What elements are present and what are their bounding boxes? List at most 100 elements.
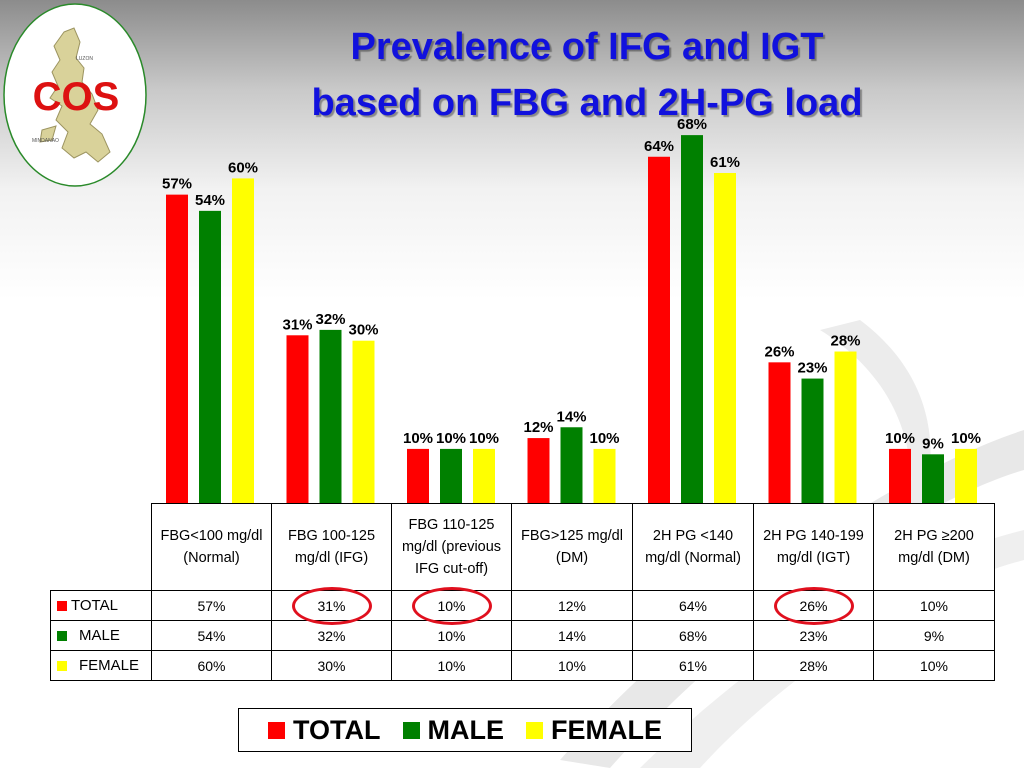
data-label-female-1: 30% bbox=[348, 322, 378, 339]
row-label-female: FEMALE bbox=[79, 657, 140, 674]
legend-label-female: FEMALE bbox=[551, 714, 662, 745]
legend-item-male: MALE bbox=[402, 715, 504, 746]
table-row-female: FEMALE 60% 30% 10% 10% 61% 28% 10% bbox=[50, 650, 995, 681]
category-header-4: 2H PG <140 mg/dl (Normal) bbox=[632, 503, 754, 591]
category-label-line: mg/dl (DM) bbox=[898, 550, 970, 566]
table-cell-male-5: 23% bbox=[753, 620, 874, 651]
legend-swatch-total bbox=[268, 721, 285, 739]
row-header-male: MALE bbox=[50, 620, 152, 651]
category-label-line: mg/dl (IFG) bbox=[294, 550, 369, 566]
table-header-row: FBG<100 mg/dl (Normal) FBG 100-125 mg/dl (I… bbox=[50, 503, 995, 591]
table-cell-male-4: 68% bbox=[632, 620, 754, 651]
data-label-total-4: 64% bbox=[644, 138, 674, 155]
bar-female-0 bbox=[232, 178, 254, 503]
table-corner-cell bbox=[50, 503, 152, 591]
category-label-line: 2H PG <140 bbox=[652, 528, 734, 544]
category-header-2: FBG 110-125 mg/dl (previous IFG cut-off) bbox=[391, 503, 512, 591]
bar-male-5 bbox=[801, 378, 824, 503]
bar-male-4 bbox=[681, 135, 703, 503]
table-cell-female-5: 28% bbox=[753, 650, 874, 681]
table-cell-male-2: 10% bbox=[391, 620, 512, 651]
table-cell-female-4: 61% bbox=[632, 650, 754, 681]
category-label-line: IFG cut-off) bbox=[414, 561, 489, 577]
table-cell-total-0: 57% bbox=[151, 590, 272, 621]
bar-total-0 bbox=[166, 194, 188, 503]
legend-label-total: TOTAL bbox=[293, 714, 381, 745]
category-label-line: FBG 110-125 bbox=[408, 517, 495, 533]
table-row-male: MALE 54% 32% 10% 14% 68% 23% 9% bbox=[50, 620, 995, 651]
data-label-total-0: 57% bbox=[162, 176, 192, 193]
data-label-male-1: 32% bbox=[315, 311, 345, 328]
bar-male-1 bbox=[319, 329, 342, 503]
legend-swatch-male bbox=[402, 721, 420, 739]
legend-swatch-female bbox=[526, 721, 543, 739]
data-label-male-4: 68% bbox=[677, 116, 707, 133]
bar-female-6 bbox=[955, 448, 977, 503]
highlight-circle-0 bbox=[291, 586, 372, 625]
table-cell-female-0: 60% bbox=[151, 650, 272, 681]
table-cell-female-6: 10% bbox=[873, 650, 995, 681]
legend-item-female: FEMALE bbox=[526, 715, 662, 746]
category-label-line: FBG>125 mg/dl bbox=[521, 528, 623, 544]
category-header-5: 2H PG 140-199 mg/dl (IGT) bbox=[753, 503, 874, 591]
row-label-male: MALE bbox=[79, 627, 120, 644]
cos-logo: LUZON MINDANAO COS bbox=[3, 3, 147, 187]
category-header-3: FBG>125 mg/dl (DM) bbox=[511, 503, 633, 591]
highlight-circle-2 bbox=[773, 586, 854, 625]
data-label-female-0: 60% bbox=[228, 159, 258, 176]
data-label-female-3: 10% bbox=[589, 430, 619, 447]
highlight-circle-1 bbox=[411, 586, 492, 625]
logo-text: COS bbox=[33, 75, 120, 119]
bar-female-1 bbox=[352, 340, 375, 503]
bar-male-2 bbox=[440, 448, 462, 503]
data-label-total-1: 31% bbox=[282, 316, 312, 333]
logo-map-label-luzon: LUZON bbox=[76, 56, 93, 62]
slide-title-line-2: based on FBG and 2H-PG load bbox=[311, 82, 863, 124]
bar-total-2 bbox=[407, 448, 429, 503]
philippines-map-icon bbox=[49, 27, 111, 163]
bar-male-0 bbox=[199, 210, 221, 504]
table-cell-male-0: 54% bbox=[151, 620, 272, 651]
data-label-male-6: 9% bbox=[922, 435, 944, 452]
category-header-1: FBG 100-125 mg/dl (IFG) bbox=[271, 503, 392, 591]
logo-map-label-mindanao: MINDANAO bbox=[32, 138, 59, 144]
bar-total-5 bbox=[768, 362, 791, 503]
data-label-male-2: 10% bbox=[436, 430, 466, 447]
data-label-total-3: 12% bbox=[523, 419, 553, 436]
data-label-female-6: 10% bbox=[951, 430, 981, 447]
category-label-line: mg/dl (Normal) bbox=[645, 550, 741, 566]
bar-male-3 bbox=[560, 427, 583, 503]
data-label-female-5: 28% bbox=[830, 333, 860, 350]
bar-female-3 bbox=[593, 448, 616, 503]
row-label-total: TOTAL bbox=[71, 597, 118, 614]
category-header-6: 2H PG ≥200 mg/dl (DM) bbox=[873, 503, 995, 591]
bar-total-4 bbox=[648, 156, 670, 503]
category-label-line: FBG 100-125 bbox=[287, 528, 376, 544]
table-cell-male-6: 9% bbox=[873, 620, 995, 651]
bar-total-3 bbox=[527, 438, 550, 503]
table-cell-total-3: 12% bbox=[511, 590, 633, 621]
category-header-0: FBG<100 mg/dl (Normal) bbox=[151, 503, 272, 591]
table-cell-total-6: 10% bbox=[873, 590, 995, 621]
bar-total-1 bbox=[286, 335, 309, 503]
bar-total-6 bbox=[889, 448, 911, 503]
bar-female-2 bbox=[473, 448, 495, 503]
data-label-male-3: 14% bbox=[556, 408, 586, 425]
legend-item-total: TOTAL bbox=[268, 715, 381, 746]
bar-male-6 bbox=[922, 454, 944, 503]
table-cell-male-3: 14% bbox=[511, 620, 633, 651]
table-cell-female-2: 10% bbox=[391, 650, 512, 681]
data-label-total-6: 10% bbox=[885, 430, 915, 447]
data-table: FBG<100 mg/dl (Normal) FBG 100-125 mg/dl (I… bbox=[50, 503, 995, 681]
category-label-line: mg/dl (IGT) bbox=[776, 550, 851, 566]
category-label-line: (DM) bbox=[555, 550, 589, 566]
data-label-total-2: 10% bbox=[403, 430, 433, 447]
table-cell-total-4: 64% bbox=[632, 590, 754, 621]
row-header-female: FEMALE bbox=[50, 650, 152, 681]
table-cell-female-1: 30% bbox=[271, 650, 392, 681]
bar-female-5 bbox=[834, 351, 857, 503]
table-cell-male-1: 32% bbox=[271, 620, 392, 651]
bar-female-4 bbox=[714, 172, 736, 504]
data-label-female-2: 10% bbox=[469, 430, 499, 447]
